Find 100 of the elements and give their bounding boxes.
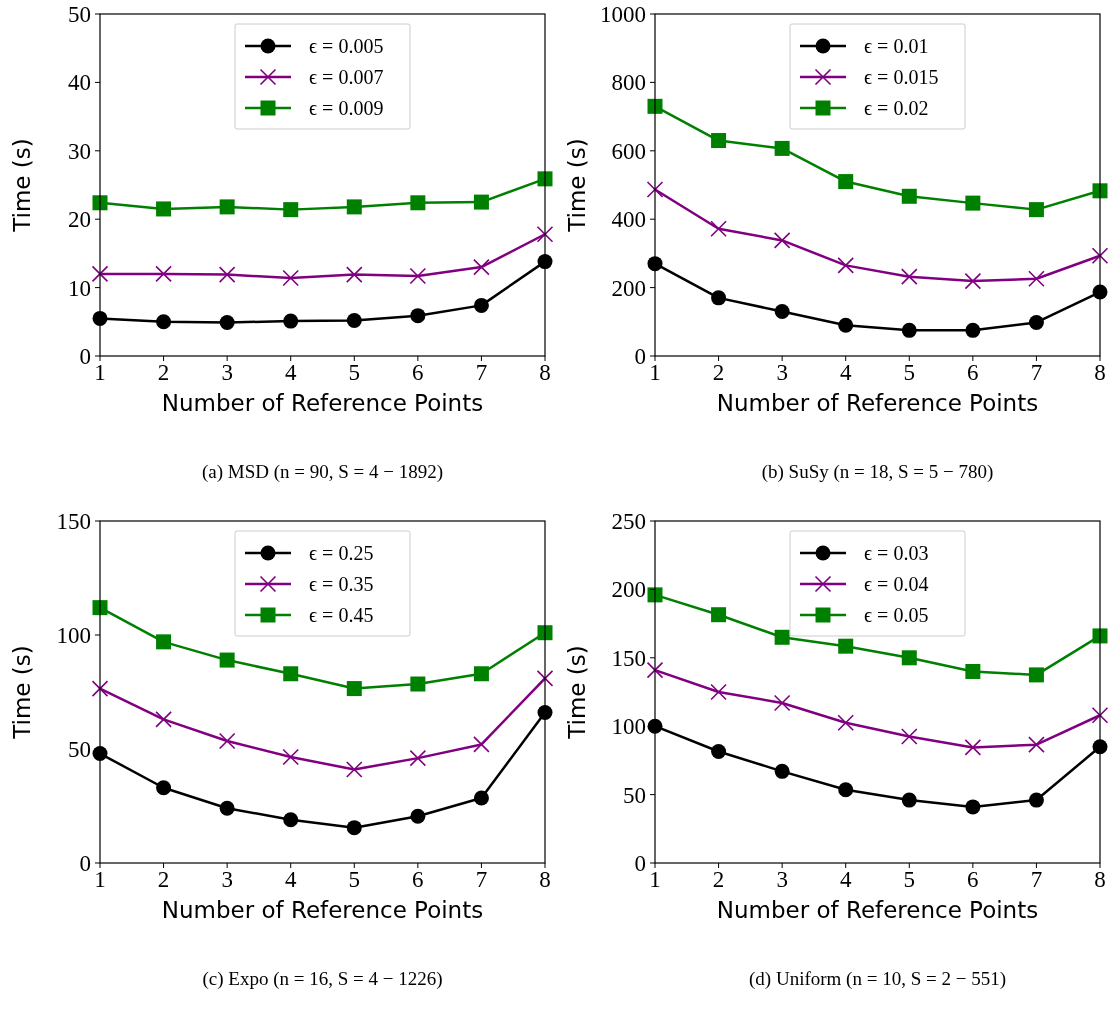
legend-label: ϵ = 0.007 (309, 66, 384, 88)
point (346, 312, 362, 328)
point (156, 780, 172, 796)
y-tick-label: 50 (68, 737, 91, 763)
legend-label: ϵ = 0.05 (864, 604, 929, 626)
x-tick-label: 5 (348, 360, 361, 385)
x-tick-label: 3 (221, 360, 233, 385)
point (710, 220, 727, 238)
point (346, 820, 362, 836)
point (964, 272, 982, 290)
point (901, 650, 917, 666)
y-axis-title: Time (s) (564, 138, 590, 233)
point (410, 195, 426, 211)
y-axis-title: Time (s) (9, 645, 35, 740)
point (410, 676, 426, 692)
point (964, 739, 982, 756)
x-tick-label: 2 (157, 867, 170, 892)
x-tick-label: 8 (1094, 360, 1106, 385)
y-tick-label: 0 (79, 851, 91, 877)
y-tick-label: 30 (68, 138, 91, 164)
x-axis-title: Number of Reference Points (716, 897, 1039, 923)
point (710, 683, 727, 701)
point (1028, 736, 1045, 753)
point (965, 195, 981, 211)
point (900, 728, 918, 745)
point (1028, 792, 1044, 808)
point (1091, 247, 1109, 265)
point (219, 314, 235, 330)
legend-label: ϵ = 0.015 (864, 66, 939, 88)
legend-label: ϵ = 0.02 (864, 97, 929, 119)
y-tick-label: 200 (611, 577, 646, 603)
point (901, 188, 917, 204)
y-tick-label: 0 (634, 851, 646, 877)
point (711, 607, 727, 623)
point (282, 269, 300, 287)
point (473, 790, 489, 806)
y-tick-label: 20 (68, 207, 91, 233)
x-tick-label: 7 (1030, 360, 1043, 385)
x-tick-label: 3 (776, 867, 788, 892)
text: (d) Uniform (n = 10, S = 2 − 551) (749, 968, 1006, 990)
point (536, 225, 554, 243)
x-tick-label: 1 (649, 867, 661, 892)
point (837, 714, 855, 732)
point (473, 297, 489, 313)
y-tick-label: 1000 (600, 2, 646, 28)
point (473, 258, 490, 276)
point (1028, 202, 1044, 218)
y-tick-label: 400 (611, 207, 646, 233)
point (473, 194, 489, 210)
point (773, 232, 791, 249)
point (774, 629, 790, 645)
point (965, 663, 981, 679)
point (156, 314, 172, 330)
point (283, 666, 299, 682)
y-tick-label: 0 (634, 344, 646, 370)
x-tick-label: 1 (649, 360, 661, 385)
y-tick-label: 0 (79, 344, 91, 370)
point (711, 133, 727, 149)
point (838, 317, 854, 333)
point (711, 744, 727, 760)
point (155, 265, 172, 283)
point (283, 202, 299, 218)
point (1028, 314, 1044, 330)
x-tick-label: 4 (839, 360, 852, 385)
x-tick-label: 1 (94, 360, 106, 385)
point (155, 711, 172, 728)
x-tick-label: 2 (712, 360, 725, 385)
y-tick-label: 40 (68, 70, 91, 96)
x-tick-label: 4 (284, 360, 297, 385)
point (219, 199, 235, 215)
x-tick-label: 6 (412, 867, 424, 892)
point (410, 308, 426, 324)
x-tick-label: 6 (967, 867, 979, 892)
point (1028, 667, 1044, 683)
x-tick-label: 6 (412, 360, 424, 385)
point (646, 661, 664, 679)
point (345, 266, 363, 283)
y-tick-label: 10 (68, 275, 91, 301)
y-tick-label: 600 (611, 138, 646, 164)
point (901, 322, 917, 338)
x-axis-title: Number of Reference Points (161, 897, 484, 923)
point (218, 732, 236, 750)
point (901, 792, 917, 808)
point (965, 322, 981, 338)
x-tick-label: 4 (839, 867, 852, 892)
x-axis-title: Number of Reference Points (161, 390, 484, 416)
point (219, 800, 235, 816)
text: (b) SuSy (n = 18, S = 5 − 780) (761, 461, 994, 483)
point (91, 265, 109, 283)
x-tick-label: 2 (157, 360, 170, 385)
point (900, 268, 918, 285)
point (965, 799, 981, 815)
point (283, 812, 299, 828)
x-tick-label: 5 (903, 360, 916, 385)
x-tick-label: 5 (348, 867, 361, 892)
point (837, 257, 855, 274)
x-axis-title: Number of Reference Points (716, 390, 1039, 416)
point (156, 634, 172, 650)
point (409, 267, 427, 285)
legend-label: ϵ = 0.35 (309, 573, 374, 595)
